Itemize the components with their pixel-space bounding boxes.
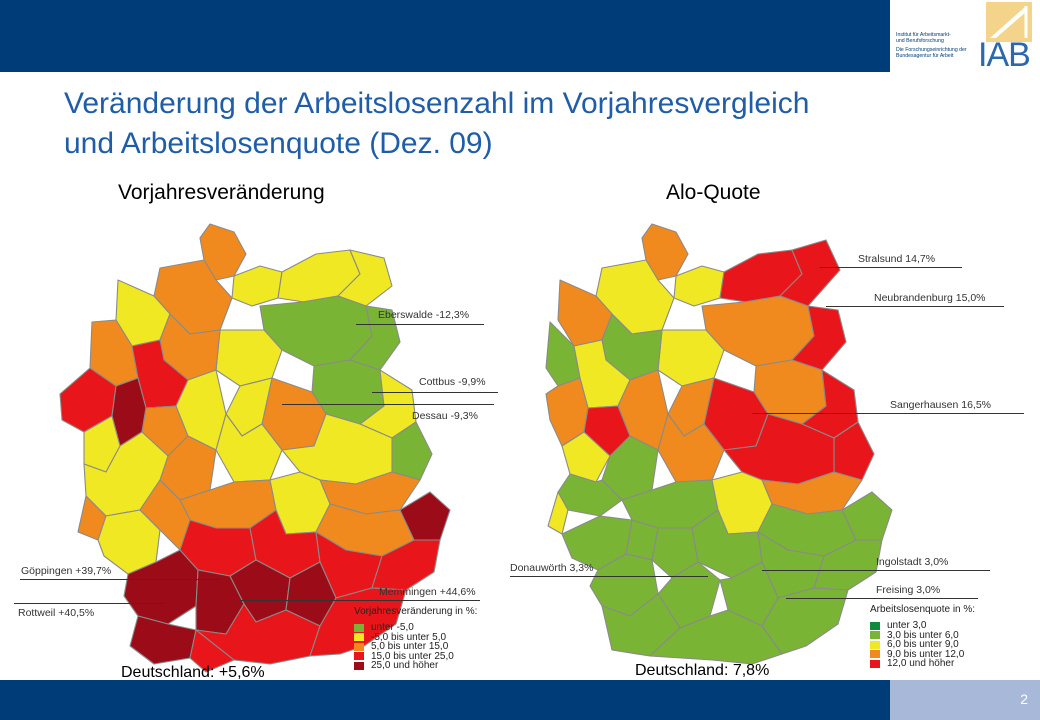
callout-donauwoerth: Donauwörth 3,3% xyxy=(510,562,594,574)
right-choropleth-map xyxy=(545,223,893,665)
logo-institute-text: Institut für Arbeitsmarkt- und Berufsfor… xyxy=(896,32,978,59)
callout-leader xyxy=(282,404,494,405)
logo-line: Institut für Arbeitsmarkt- xyxy=(896,32,951,38)
callout-goeppingen: Göppingen +39,7% xyxy=(21,565,112,577)
legend-item: unter 3,0 xyxy=(870,621,975,631)
legend-label: -5,0 bis unter 5,0 xyxy=(371,631,447,643)
legend-item: -5,0 bis unter 5,0 xyxy=(354,631,477,643)
logo-line: Bundesagentur für Arbeit xyxy=(896,53,954,59)
legend-label: unter -5,0 xyxy=(371,622,414,634)
legend-label: 3,0 bis unter 6,0 xyxy=(887,629,959,641)
left-map-subtitle: Vorjahresveränderung xyxy=(118,181,325,204)
callout-cottbus: Cottbus -9,9% xyxy=(419,376,486,388)
legend-label: 12,0 und höher xyxy=(887,658,955,670)
left-legend: Vorjahresveränderung in %: unter -5,0 -5… xyxy=(354,606,477,671)
callout-stralsund: Stralsund 14,7% xyxy=(858,253,936,265)
legend-item: 3,0 bis unter 6,0 xyxy=(870,629,975,641)
legend-swatch xyxy=(354,661,364,670)
callout-leader xyxy=(356,324,484,325)
legend-label: 5,0 bis unter 15,0 xyxy=(371,641,449,653)
title-line: und Arbeitslosenquote (Dez. 09) xyxy=(64,127,493,160)
logo-line: Die Forschungseinrichtung der xyxy=(896,47,967,53)
page-number-box: 2 xyxy=(890,680,1040,720)
legend-item: 25,0 und höher xyxy=(354,661,477,671)
legend-item: unter -5,0 xyxy=(354,623,477,633)
legend-item: 12,0 und höher xyxy=(870,659,975,669)
callout-leader xyxy=(826,306,1004,307)
callout-ingolstadt: Ingolstadt 3,0% xyxy=(876,556,949,568)
legend-swatch xyxy=(870,631,880,640)
callout-sangerhausen: Sangerhausen 16,5% xyxy=(890,399,991,411)
callout-eberswalde: Eberswalde -12,3% xyxy=(378,309,470,321)
header-bar xyxy=(0,0,890,72)
legend-swatch xyxy=(870,659,880,668)
right-legend: Arbeitslosenquote in %: unter 3,0 3,0 bi… xyxy=(870,604,975,669)
legend-item: 15,0 bis unter 25,0 xyxy=(354,650,477,662)
legend-swatch xyxy=(354,642,364,651)
legend-swatch xyxy=(870,650,880,659)
legend-swatch xyxy=(354,652,364,661)
right-total: Deutschland: 7,8% xyxy=(635,662,770,679)
legend-label: 15,0 bis unter 25,0 xyxy=(371,650,454,662)
footer-bar xyxy=(0,680,890,720)
legend-item: 6,0 bis unter 9,0 xyxy=(870,640,975,650)
callout-leader xyxy=(20,579,220,580)
logo-mark-icon xyxy=(986,2,1032,42)
callout-leader xyxy=(240,600,480,601)
legend-label: unter 3,0 xyxy=(887,620,927,632)
callout-leader xyxy=(372,392,498,393)
legend-swatch xyxy=(354,633,364,642)
legend-label: 6,0 bis unter 9,0 xyxy=(887,639,959,651)
legend-title: Vorjahresveränderung in %: xyxy=(354,606,478,617)
legend-swatch xyxy=(870,640,880,649)
callout-dessau: Dessau -9,3% xyxy=(412,410,478,422)
right-map-subtitle: Alo-Quote xyxy=(666,181,761,204)
legend-swatch xyxy=(870,621,880,630)
legend-item: 5,0 bis unter 15,0 xyxy=(354,642,477,652)
title-line: Veränderung der Arbeitslosenzahl im Vorj… xyxy=(64,87,810,120)
callout-leader xyxy=(510,576,708,577)
callout-neubrandenburg: Neubrandenburg 15,0% xyxy=(874,292,986,304)
legend-swatch xyxy=(354,623,364,632)
page-title: Veränderung der Arbeitslosenzahl im Vorj… xyxy=(64,84,1024,164)
left-total: Deutschland: +5,6% xyxy=(121,664,265,681)
legend-label: 9,0 bis unter 12,0 xyxy=(887,648,965,660)
logo-iab-text: IAB xyxy=(978,36,1031,74)
callout-leader xyxy=(762,570,990,571)
callout-freising: Freising 3,0% xyxy=(876,584,941,596)
callout-memmingen: Memmingen +44,6% xyxy=(379,586,476,598)
left-choropleth-map xyxy=(59,223,451,673)
callout-leader xyxy=(786,598,978,599)
iab-logo: Institut für Arbeitsmarkt- und Berufsfor… xyxy=(890,0,1040,74)
callout-leader xyxy=(14,603,164,604)
legend-item: 9,0 bis unter 12,0 xyxy=(870,648,975,660)
callout-leader xyxy=(752,413,1024,414)
callout-rottweil: Rottweil +40,5% xyxy=(18,607,95,619)
legend-title: Arbeitslosenquote in %: xyxy=(870,604,976,615)
logo-line: und Berufsforschung xyxy=(896,38,944,44)
page-number: 2 xyxy=(1020,691,1028,707)
callout-leader xyxy=(820,267,962,268)
legend-label: 25,0 und höher xyxy=(371,660,439,672)
